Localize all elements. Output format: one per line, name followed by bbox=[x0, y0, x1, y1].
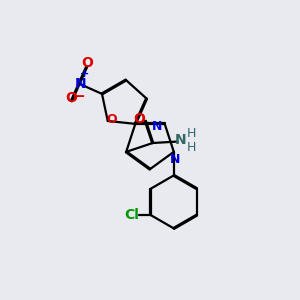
Text: +: + bbox=[80, 69, 89, 79]
Text: H: H bbox=[186, 127, 196, 140]
Text: H: H bbox=[186, 141, 196, 154]
Text: N: N bbox=[170, 153, 181, 166]
Text: O: O bbox=[107, 113, 118, 126]
Text: −: − bbox=[72, 89, 85, 104]
Text: O: O bbox=[81, 56, 93, 70]
Text: N: N bbox=[152, 120, 163, 133]
Text: O: O bbox=[65, 91, 77, 105]
Text: N: N bbox=[175, 133, 187, 147]
Text: Cl: Cl bbox=[124, 208, 139, 222]
Text: O: O bbox=[134, 112, 146, 127]
Text: N: N bbox=[75, 77, 86, 91]
